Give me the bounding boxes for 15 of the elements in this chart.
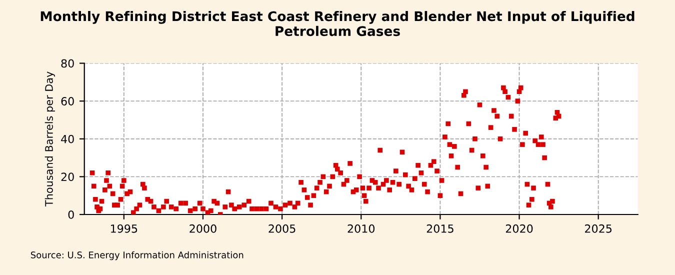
y-tick-label: 0: [68, 210, 74, 219]
x-tick-label: 2025: [585, 224, 612, 233]
x-tick-label: 2005: [268, 224, 296, 233]
y-tick-label: 20: [61, 172, 74, 182]
x-tick-label: 2010: [348, 224, 375, 233]
x-tick-label: 1995: [110, 224, 138, 233]
x-tick-label: 2000: [190, 224, 216, 233]
x-tick-label: 2020: [506, 224, 533, 233]
source-note: Source: U.S. Energy Information Administration: [30, 251, 244, 260]
chart-title: Monthly Refining District East Coast Refinery and Blender Net Input of Liquified Petroleum Gases: [40, 11, 634, 36]
y-tick-label: 80: [61, 59, 74, 68]
y-axis-title: Thousand Barrels per Day: [44, 72, 55, 206]
y-tick-label: 60: [61, 97, 74, 106]
y-tick-label: 40: [61, 134, 74, 144]
x-tick-label: 2015: [426, 224, 454, 233]
